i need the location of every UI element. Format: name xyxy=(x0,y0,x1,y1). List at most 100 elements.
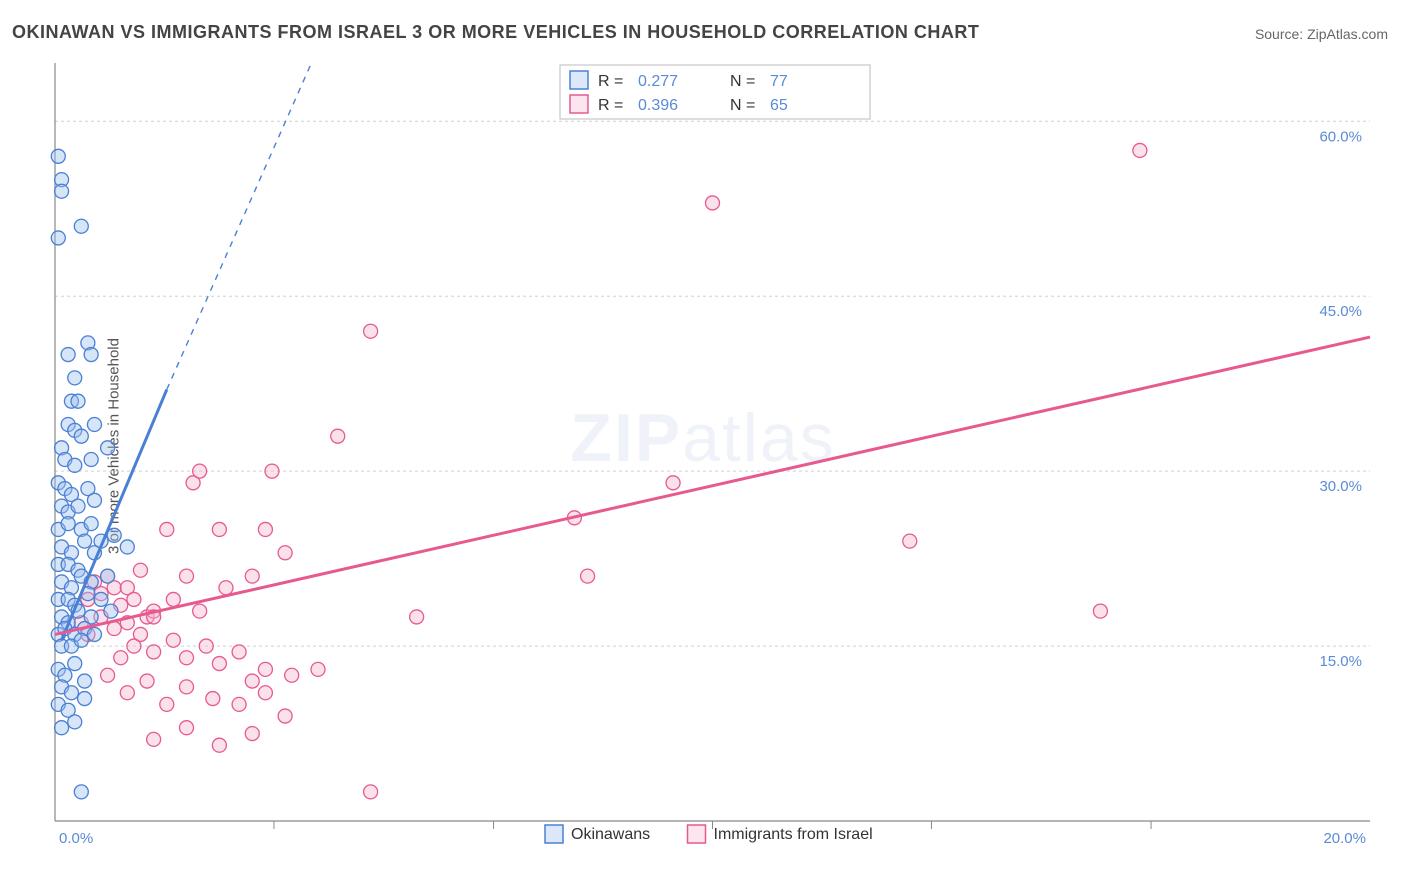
scatter-point xyxy=(166,592,180,606)
scatter-point xyxy=(114,651,128,665)
scatter-point xyxy=(101,668,115,682)
scatter-point xyxy=(193,464,207,478)
scatter-point xyxy=(133,563,147,577)
legend-n-label: N = xyxy=(730,73,755,90)
scatter-point xyxy=(903,534,917,548)
scatter-point xyxy=(84,348,98,362)
scatter-point xyxy=(64,686,78,700)
legend-r-value: 0.396 xyxy=(638,97,678,114)
scatter-point xyxy=(278,709,292,723)
scatter-point xyxy=(51,231,65,245)
scatter-point xyxy=(84,517,98,531)
scatter-point xyxy=(68,657,82,671)
y-tick-label: 45.0% xyxy=(1319,303,1362,320)
y-tick-label: 15.0% xyxy=(1319,653,1362,670)
legend-n-value: 77 xyxy=(770,73,788,90)
scatter-point xyxy=(78,534,92,548)
scatter-point xyxy=(1133,143,1147,157)
scatter-point xyxy=(107,622,121,636)
scatter-point xyxy=(101,441,115,455)
scatter-point xyxy=(104,604,118,618)
scatter-point xyxy=(180,680,194,694)
scatter-point xyxy=(212,657,226,671)
scatter-point xyxy=(311,662,325,676)
scatter-point xyxy=(245,727,259,741)
scatter-point xyxy=(74,633,88,647)
scatter-point xyxy=(364,324,378,338)
legend-n-value: 65 xyxy=(770,97,788,114)
scatter-point xyxy=(278,546,292,560)
scatter-point xyxy=(160,522,174,536)
scatter-point xyxy=(74,785,88,799)
scatter-point xyxy=(55,184,69,198)
scatter-point xyxy=(147,645,161,659)
scatter-point xyxy=(127,639,141,653)
legend-r-label: R = xyxy=(598,97,623,114)
scatter-point xyxy=(61,348,75,362)
scatter-point xyxy=(68,458,82,472)
scatter-point xyxy=(71,394,85,408)
legend-r-label: R = xyxy=(598,73,623,90)
scatter-point xyxy=(74,429,88,443)
legend-swatch-series2 xyxy=(570,95,588,113)
legend-swatch-series1 xyxy=(570,71,588,89)
legend-label: Okinawans xyxy=(571,826,650,843)
scatter-point xyxy=(51,149,65,163)
scatter-point xyxy=(258,686,272,700)
scatter-point xyxy=(193,604,207,618)
scatter-point xyxy=(87,627,101,641)
legend-label: Immigrants from Israel xyxy=(714,826,873,843)
chart-title: OKINAWAN VS IMMIGRANTS FROM ISRAEL 3 OR … xyxy=(12,22,979,43)
scatter-point xyxy=(127,592,141,606)
scatter-point xyxy=(1093,604,1107,618)
scatter-point xyxy=(410,610,424,624)
scatter-point xyxy=(78,692,92,706)
scatter-point xyxy=(84,452,98,466)
legend-n-label: N = xyxy=(730,97,755,114)
legend-swatch xyxy=(545,825,563,843)
source-attribution: Source: ZipAtlas.com xyxy=(1255,26,1388,42)
scatter-point xyxy=(147,732,161,746)
scatter-point xyxy=(331,429,345,443)
scatter-point xyxy=(180,721,194,735)
scatter-point xyxy=(101,569,115,583)
legend-swatch xyxy=(688,825,706,843)
scatter-point xyxy=(120,540,134,554)
scatter-point xyxy=(68,715,82,729)
scatter-point xyxy=(94,592,108,606)
x-tick-label: 0.0% xyxy=(59,830,93,845)
scatter-point xyxy=(140,674,154,688)
scatter-point xyxy=(55,721,69,735)
chart-area: 15.0% 30.0% 45.0% 60.0% 0.0% 20.0% R = 0.277 N =… xyxy=(40,55,1390,845)
scatter-point xyxy=(245,569,259,583)
scatter-point xyxy=(180,651,194,665)
scatter-point xyxy=(666,476,680,490)
scatter-point xyxy=(212,738,226,752)
trend-line-series1-extrapolated xyxy=(167,63,312,390)
scatter-point xyxy=(706,196,720,210)
scatter-point xyxy=(160,697,174,711)
scatter-point xyxy=(199,639,213,653)
scatter-point xyxy=(120,686,134,700)
scatter-point xyxy=(180,569,194,583)
scatter-point xyxy=(219,581,233,595)
scatter-point xyxy=(74,219,88,233)
scatter-chart: 15.0% 30.0% 45.0% 60.0% 0.0% 20.0% R = 0.277 N =… xyxy=(40,55,1390,845)
scatter-point xyxy=(61,517,75,531)
y-tick-label: 30.0% xyxy=(1319,478,1362,495)
scatter-point xyxy=(87,418,101,432)
scatter-point xyxy=(71,499,85,513)
scatter-point xyxy=(78,674,92,688)
trend-line-series2 xyxy=(55,337,1370,634)
scatter-point xyxy=(232,645,246,659)
scatter-point xyxy=(581,569,595,583)
legend-r-value: 0.277 xyxy=(638,73,678,90)
scatter-point xyxy=(232,697,246,711)
y-tick-label: 60.0% xyxy=(1319,128,1362,145)
scatter-point xyxy=(212,522,226,536)
scatter-point xyxy=(258,662,272,676)
scatter-point xyxy=(285,668,299,682)
scatter-point xyxy=(87,493,101,507)
scatter-point xyxy=(245,674,259,688)
x-tick-label: 20.0% xyxy=(1323,830,1366,845)
